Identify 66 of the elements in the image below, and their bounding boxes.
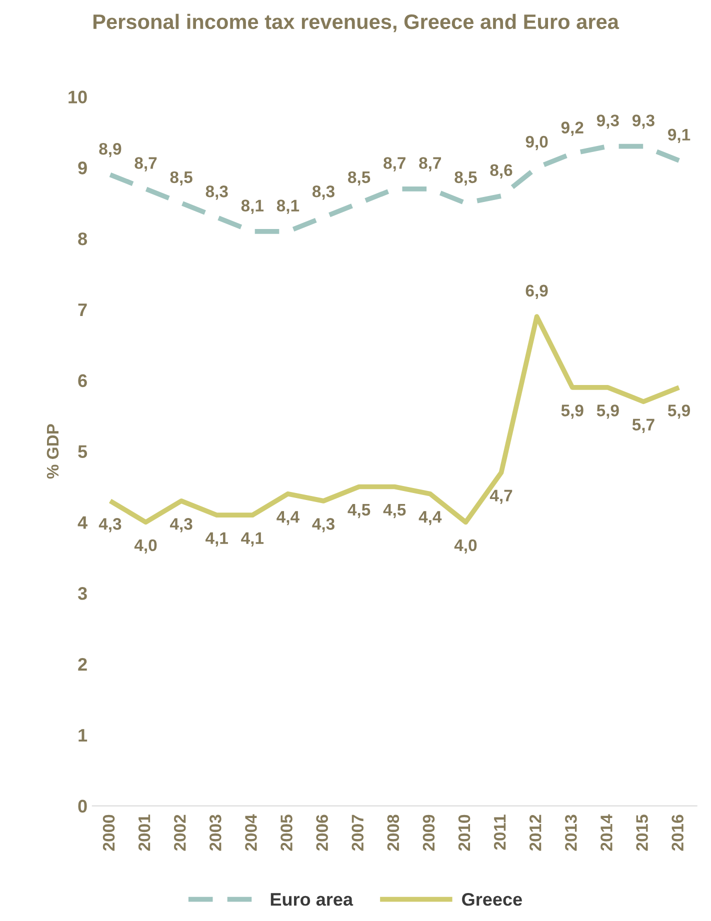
data-label: 9,0 — [526, 136, 548, 150]
data-label: 8,1 — [241, 200, 264, 214]
legend-label: Greece — [462, 893, 522, 906]
data-label: 4,5 — [383, 504, 406, 518]
x-tick-label: 2000 — [102, 814, 115, 851]
x-tick-label: 2006 — [316, 814, 328, 851]
x-tick-label: 2009 — [422, 814, 435, 851]
x-tick-label: 2008 — [387, 814, 400, 851]
x-tick-label: 2005 — [280, 814, 292, 851]
y-tick-label: 1 — [78, 729, 88, 742]
data-label: 4,1 — [241, 532, 264, 546]
x-tick-label: 2001 — [138, 814, 150, 851]
y-tick-label: 5 — [78, 445, 88, 458]
y-tick-label: 2 — [78, 658, 87, 671]
data-label: 5,7 — [632, 418, 654, 433]
x-tick-label: 2016 — [672, 814, 684, 851]
x-tick-label: 2013 — [565, 814, 577, 851]
data-label: 4,5 — [348, 504, 370, 518]
x-tick-label: 2012 — [529, 814, 542, 851]
data-label: 4,4 — [418, 511, 442, 526]
x-tick-label: 2010 — [458, 814, 470, 851]
y-axis-title: % GDP — [46, 424, 59, 479]
data-label: 4,0 — [134, 539, 157, 554]
data-label: 9,3 — [596, 114, 619, 129]
chart-title: Personal income tax revenues, Greece and Euro area — [93, 14, 620, 32]
data-label: 6,9 — [526, 284, 548, 300]
y-tick-label: 9 — [78, 162, 87, 174]
data-label: 5,9 — [596, 404, 619, 419]
data-label: 8,5 — [454, 171, 477, 186]
data-label: 8,5 — [348, 171, 370, 186]
data-label: 8,9 — [99, 142, 122, 158]
data-label: 4,4 — [276, 511, 300, 526]
data-label: 8,7 — [134, 157, 157, 172]
data-label: 4,7 — [490, 490, 512, 504]
x-tick-label: 2002 — [174, 814, 186, 851]
data-label: 8,3 — [206, 186, 228, 200]
x-tick-label: 2004 — [245, 814, 257, 851]
y-tick-label: 3 — [78, 587, 87, 600]
data-label: 8,1 — [276, 200, 300, 214]
data-label: 9,3 — [632, 114, 654, 129]
x-tick-label: 2007 — [352, 814, 364, 851]
x-tick-label: 2015 — [636, 814, 648, 851]
data-label: 4,3 — [170, 518, 192, 532]
x-tick-label: 2011 — [494, 814, 506, 850]
y-tick-label: 8 — [78, 232, 88, 246]
data-label: 8,3 — [312, 186, 334, 200]
data-label: 9,2 — [561, 122, 584, 136]
data-label: 5,9 — [561, 404, 584, 419]
data-label: 4,3 — [312, 518, 334, 532]
data-label: 4,0 — [454, 539, 477, 554]
data-label: 8,7 — [384, 157, 406, 172]
y-tick-label: 4 — [78, 516, 88, 529]
data-label: 8,6 — [490, 164, 512, 178]
x-tick-label: 2003 — [210, 814, 222, 851]
y-tick-label: 0 — [78, 800, 87, 813]
y-tick-label: 7 — [78, 304, 87, 316]
data-label: 4,3 — [98, 518, 122, 532]
y-tick-label: 10 — [68, 90, 87, 104]
data-label: 5,9 — [668, 404, 690, 419]
y-tick-label: 6 — [78, 374, 87, 388]
data-label: 8,7 — [419, 157, 442, 172]
data-label: 4,1 — [206, 532, 228, 546]
x-tick-label: 2014 — [600, 814, 612, 851]
data-label: 8,5 — [170, 171, 192, 186]
data-label: 9,1 — [668, 128, 690, 143]
legend-label: Euro area — [270, 893, 354, 906]
